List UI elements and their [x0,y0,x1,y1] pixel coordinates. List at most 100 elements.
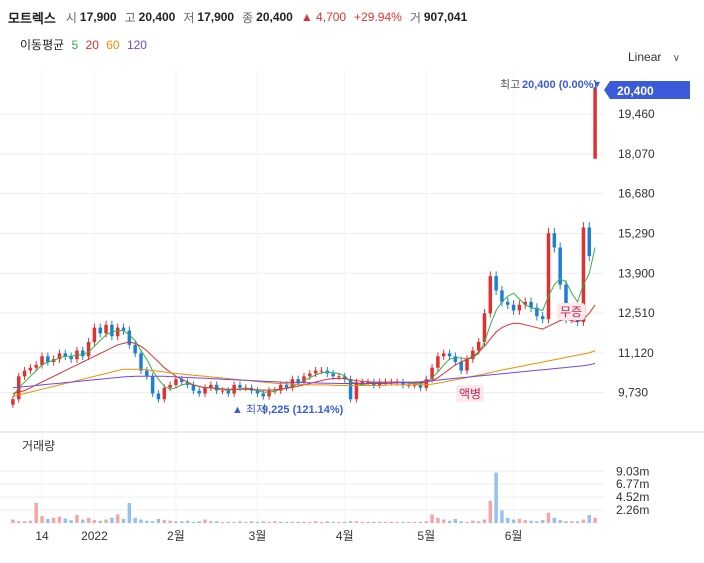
x-tick-label: 2월 [167,529,185,543]
price-y-tick-label: 9,730 [618,386,648,400]
high-label: 고 [124,10,136,25]
volume-title: 거래량 [22,439,55,453]
volume-bar [348,521,353,523]
scale-select[interactable]: Linear ∨ [628,50,680,64]
volume-bar [179,521,184,523]
ma-legend-20[interactable]: 20 [85,38,99,52]
candle-body [482,313,487,342]
volume-bar [185,520,190,523]
candle-body [209,384,213,388]
volume-bar [366,521,370,523]
volume-bar [40,516,44,523]
candle-body [139,353,143,371]
volume-bar [540,520,545,523]
volume-bar [86,517,91,523]
volume-bar [407,521,411,523]
volume-bar [471,520,475,523]
candle-body [418,384,423,388]
price-y-tick-label: 19,460 [618,107,655,121]
candle-body [226,390,231,394]
volume-bar [296,521,300,523]
volume-bar [121,518,126,523]
candle-body [63,353,68,357]
candle-body [407,384,411,386]
volume-bar [197,521,201,523]
volume-bar [360,521,364,523]
candle-body [506,301,510,305]
event-badge-2[interactable] [557,303,585,320]
moving-average-lines [12,247,596,397]
candle-body [110,324,114,337]
volume-bar [302,521,306,523]
candle-body [424,379,429,388]
event-badge-1[interactable] [456,385,484,402]
volume-bar [331,521,335,523]
price-y-tick-label: 15,290 [618,226,655,240]
volume-bar [523,520,527,523]
price-grid [0,70,604,523]
volume-bar [51,517,56,523]
candle-body [191,384,196,391]
volume-label: 거 [409,10,421,25]
volume-bar [290,521,295,523]
volume-bar [139,519,143,523]
volume-value: 907,041 [423,10,468,24]
candle-body [284,384,289,388]
open-value: 17,900 [79,10,117,24]
candle-body [46,356,50,363]
volume-bar [220,521,225,523]
min-value: 9,225 (121.14%) [262,404,344,416]
volume-bar [319,521,324,523]
volume-bar [552,517,557,523]
candle-body [564,284,568,320]
volume-bar [284,521,289,523]
chevron-down-icon: ∨ [672,53,681,64]
volume-bar [587,514,592,523]
volume-bar [115,514,120,523]
candle-body [121,327,126,331]
volume-bar [104,519,108,523]
candle-body [319,370,324,372]
volume-bar [63,518,68,523]
candle-body [290,379,295,388]
x-tick-label: 5월 [417,529,435,543]
candle-body [115,327,120,337]
candle-body [593,87,597,159]
candle-body [337,376,341,378]
ma-line-60 [12,350,596,397]
price-y-tick-label: 12,510 [618,306,655,320]
candle-body [92,327,97,342]
high-value: 20,400 [138,10,176,24]
volume-bar [535,521,539,523]
ma-legend-120[interactable]: 120 [126,38,147,52]
candle-body [517,304,522,311]
ma-legend-5[interactable]: 5 [71,38,79,52]
volume-bar [46,518,50,523]
ma-line-5 [12,247,596,397]
max-marker-icon: ▼ [593,79,602,89]
candle-body [11,399,15,405]
candle-body [203,387,207,394]
candle-body [546,233,551,320]
candle-body [127,330,132,345]
candle-body [28,367,33,371]
candle-body [523,301,527,305]
current-price-tag [604,81,690,99]
candle-body [488,276,493,314]
candle-body [81,350,85,357]
volume-bar [337,521,341,523]
volume-bar [214,521,219,523]
volume-bar [558,520,562,523]
volume-bar [308,521,312,523]
candle-body [494,276,498,291]
volume-bar [441,519,446,523]
volume-bar [529,520,533,523]
open-label: 시 [65,10,77,25]
ma-legend-60[interactable]: 60 [106,38,120,52]
volume-bar [75,514,79,523]
volume-bar [92,520,97,523]
volume-bar [459,521,463,523]
close-label: 종 [242,10,254,25]
volume-bar [278,521,283,523]
